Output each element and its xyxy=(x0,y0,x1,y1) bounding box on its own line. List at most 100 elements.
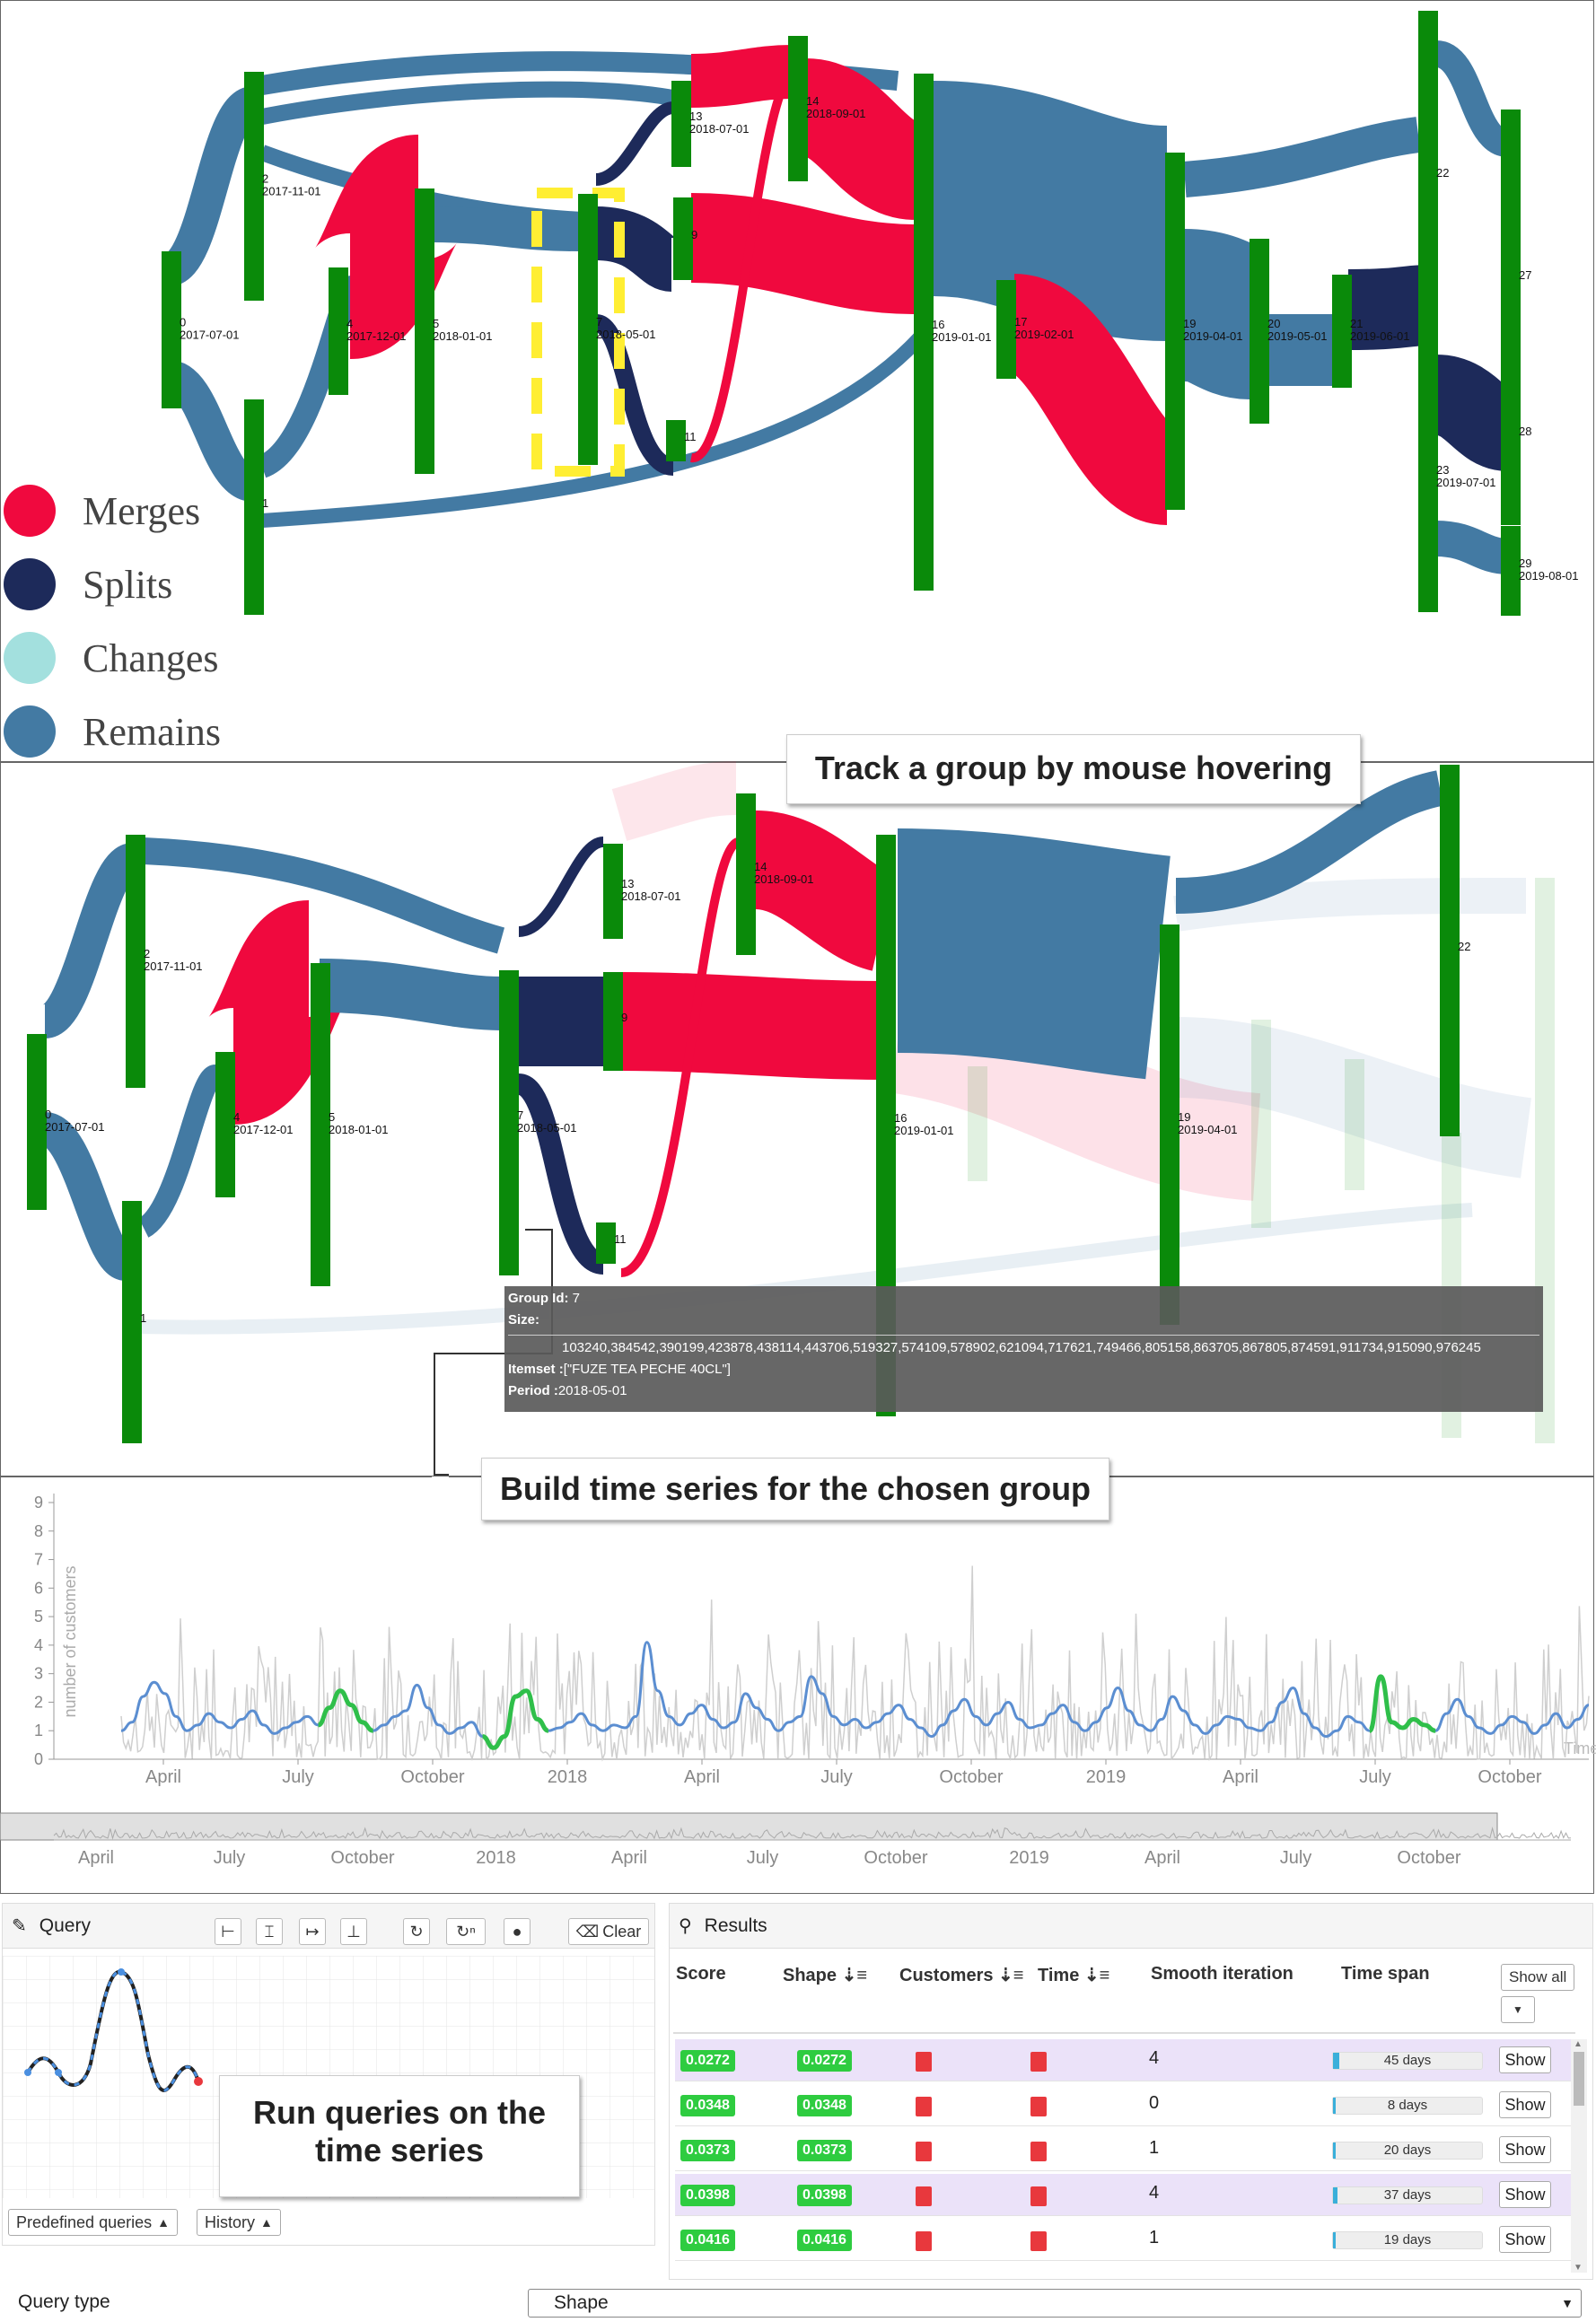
sankey-node-9[interactable] xyxy=(603,972,623,1071)
range-brush[interactable] xyxy=(0,1812,1498,1841)
sankey-node-13[interactable] xyxy=(671,81,691,167)
sankey-node-1[interactable] xyxy=(122,1201,142,1443)
stretch-vertical-button[interactable]: ⊥ xyxy=(340,1918,367,1945)
show-button[interactable]: Show xyxy=(1499,2226,1551,2253)
sankey-node-4[interactable] xyxy=(215,1052,235,1197)
table-row[interactable]: 0.0373 0.0373 1 20 days Show xyxy=(675,2129,1573,2171)
sankey-node-7[interactable] xyxy=(499,970,519,1275)
query-type-select[interactable]: Shape ▼ xyxy=(528,2289,1582,2318)
sankey-node-23[interactable] xyxy=(1418,343,1438,612)
sankey-node-22[interactable] xyxy=(1440,765,1460,1136)
sankey-node-21[interactable] xyxy=(1332,275,1352,388)
sankey-node-13[interactable] xyxy=(603,844,623,939)
sankey-node-29[interactable] xyxy=(1501,526,1521,616)
stretch-horizontal-button[interactable]: ↦ xyxy=(299,1918,326,1945)
time-span-bar: 19 days xyxy=(1332,2231,1483,2249)
table-row[interactable]: 0.0272 0.0272 4 45 days Show xyxy=(675,2039,1573,2081)
flow-remain xyxy=(1435,521,1510,574)
sankey-node-faded xyxy=(1251,1020,1271,1228)
timeseries-chart[interactable]: 0 1 2 3 4 5 6 7 8 9 number of customers Time April Ju… xyxy=(0,1476,1596,1894)
col-time[interactable]: Time ⇣≡ xyxy=(1038,1964,1109,1986)
scrollbar-thumb[interactable] xyxy=(1574,2052,1584,2106)
query-match-segment[interactable] xyxy=(317,1688,374,1733)
sankey-node-2[interactable] xyxy=(244,72,264,301)
flow-remain xyxy=(1434,40,1511,157)
sankey-node-14[interactable] xyxy=(736,793,756,955)
info-button[interactable]: ● xyxy=(504,1918,531,1945)
show-button[interactable]: Show xyxy=(1499,2181,1551,2208)
flow-remain xyxy=(897,828,1171,1080)
control-point[interactable] xyxy=(194,2077,203,2086)
show-button[interactable]: Show xyxy=(1499,2091,1551,2118)
control-point[interactable] xyxy=(55,2069,62,2076)
sankey-node-20[interactable] xyxy=(1250,239,1269,424)
sankey-node-28[interactable] xyxy=(1501,346,1521,525)
dropdown-button[interactable]: ▼ xyxy=(1501,1996,1535,2023)
sankey-node-11[interactable] xyxy=(596,1222,616,1264)
sankey-node-14[interactable] xyxy=(788,36,808,181)
sankey-node-17[interactable] xyxy=(996,280,1016,379)
query-match-segment[interactable] xyxy=(1367,1674,1436,1733)
clear-button[interactable]: ⌫ Clear xyxy=(568,1918,649,1945)
col-time-span[interactable]: Time span xyxy=(1341,1964,1430,1984)
col-shape[interactable]: Shape ⇣≡ xyxy=(783,1964,867,1986)
sankey-node-2[interactable] xyxy=(126,835,145,1088)
sankey-node-7[interactable] xyxy=(578,194,598,465)
sankey-node-11[interactable] xyxy=(666,420,686,461)
sankey-node-19[interactable] xyxy=(1165,153,1185,510)
table-row[interactable]: 0.0348 0.0348 0 8 days Show xyxy=(675,2084,1573,2126)
node-date-label: 2017-11-01 xyxy=(144,959,203,973)
group-tooltip: Group Id: 7 Size: 103240,384542,390199,4… xyxy=(504,1286,1543,1412)
sankey-node-5[interactable] xyxy=(311,963,330,1286)
sankey-node-9[interactable] xyxy=(673,197,693,280)
show-button[interactable]: Show xyxy=(1499,2046,1551,2073)
control-point[interactable] xyxy=(118,1968,125,1976)
tooltip-period-value: 2018-05-01 xyxy=(557,1383,627,1398)
show-button[interactable]: Show xyxy=(1499,2136,1551,2163)
flow-merge xyxy=(690,45,793,108)
query-match-segment[interactable] xyxy=(482,1688,549,1750)
sankey-node-0[interactable] xyxy=(162,251,181,408)
refresh-n-button[interactable]: ↻ⁿ xyxy=(446,1918,486,1945)
callout-build: Build time series for the chosen group xyxy=(481,1458,1109,1520)
node-date-label: 2019-01-01 xyxy=(932,330,992,344)
align-vertical-button[interactable]: ⌶ xyxy=(256,1918,283,1945)
tooltip-itemset-label: Itemset : xyxy=(508,1362,564,1377)
node-id-label: 5 xyxy=(329,1110,335,1124)
x-tick-label: July xyxy=(820,1767,853,1787)
shape-badge: 0.0348 xyxy=(797,2095,852,2116)
col-score[interactable]: Score xyxy=(676,1964,726,1984)
table-row[interactable]: 0.0398 0.0398 4 37 days Show xyxy=(675,2174,1573,2216)
sankey-node-5[interactable] xyxy=(415,188,434,474)
legend-label: Remains xyxy=(83,709,221,754)
connector-arrow xyxy=(434,1229,553,1476)
align-horizontal-button[interactable]: ⊢ xyxy=(215,1918,241,1945)
col-smooth-iteration[interactable]: Smooth iteration xyxy=(1151,1964,1293,1984)
sankey-node-4[interactable] xyxy=(329,267,348,395)
control-point[interactable] xyxy=(24,2069,31,2076)
scroll-down-icon[interactable]: ▼ xyxy=(1574,2263,1583,2273)
sankey-node-16[interactable] xyxy=(914,74,934,591)
sankey-node-16[interactable] xyxy=(876,835,896,1416)
node-date-label: 2019-04-01 xyxy=(1183,329,1243,343)
predefined-queries-button[interactable]: Predefined queries ▲ xyxy=(8,2209,178,2236)
col-customers[interactable]: Customers ⇣≡ xyxy=(899,1964,1023,1986)
history-button[interactable]: History ▲ xyxy=(197,2209,281,2236)
refresh-button[interactable]: ↻ xyxy=(403,1918,430,1945)
x-axis-label: Time xyxy=(1564,1739,1596,1757)
sankey-node-0[interactable] xyxy=(27,1034,47,1210)
scrollbar[interactable]: ▲ ▼ xyxy=(1571,2039,1587,2273)
node-id-label: 14 xyxy=(754,860,767,873)
node-id-label: 16 xyxy=(894,1111,907,1125)
overview-tick-label: July xyxy=(1280,1848,1312,1868)
time-span-bar: 45 days xyxy=(1332,2052,1483,2070)
show-all-button[interactable]: Show all xyxy=(1501,1964,1575,1991)
scroll-up-icon[interactable]: ▲ xyxy=(1574,2039,1583,2049)
sankey-node-1[interactable] xyxy=(244,399,264,615)
sankey-node-22[interactable] xyxy=(1418,11,1438,343)
time-span-value: 8 days xyxy=(1387,2098,1428,2113)
table-row[interactable]: 0.0416 0.0416 1 19 days Show xyxy=(675,2219,1573,2261)
flow-split xyxy=(593,314,675,476)
node-id-label: 22 xyxy=(1436,166,1449,180)
sankey-node-19[interactable] xyxy=(1160,924,1179,1325)
